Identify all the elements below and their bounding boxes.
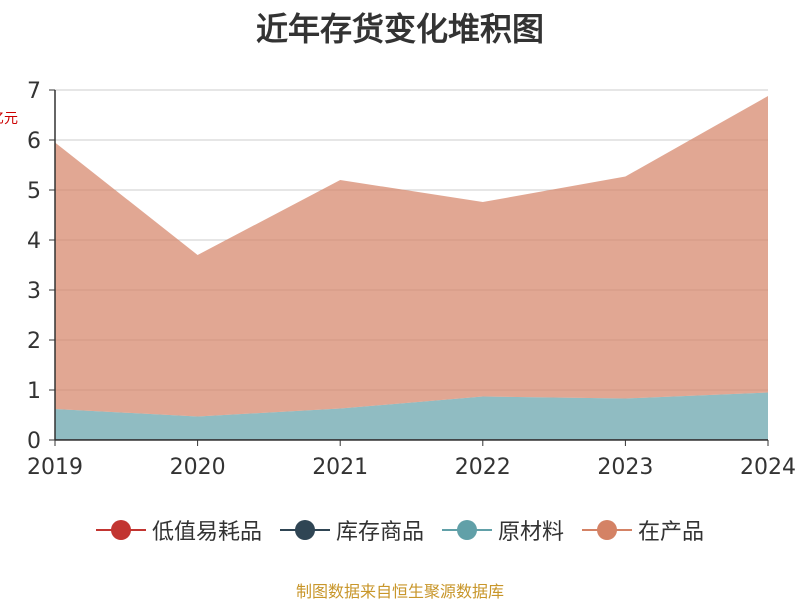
legend: 低值易耗品 库存商品 原材料 在产品 (0, 514, 800, 546)
x-tick-label: 2023 (597, 455, 653, 480)
x-tick-label: 2024 (740, 455, 796, 480)
x-tick-label: 2020 (170, 455, 226, 480)
legend-label: 低值易耗品 (151, 520, 262, 545)
y-tick-label: 1 (27, 379, 41, 404)
y-tick-label: 0 (27, 429, 41, 454)
chart-title: 近年存货变化堆积图 (255, 10, 544, 48)
legend-marker-icon (582, 520, 633, 540)
legend-label: 库存商品 (335, 520, 424, 545)
y-tick-label: 3 (27, 279, 41, 304)
x-tick-label: 2021 (312, 455, 368, 480)
legend-marker-icon (279, 520, 330, 540)
x-tick-label: 2019 (27, 455, 83, 480)
source-note: 制图数据来自恒生聚源数据库 (295, 582, 504, 601)
area-原材料 (55, 392, 768, 439)
y-tick-label: 6 (27, 129, 41, 154)
y-tick-label: 4 (27, 229, 41, 254)
legend-label: 在产品 (638, 520, 705, 545)
legend-item[interactable]: 低值易耗品 (95, 514, 262, 546)
x-tick-label: 2022 (455, 455, 511, 480)
area-series (55, 96, 768, 440)
legend-marker-icon (442, 520, 492, 540)
legend-item[interactable]: 库存商品 (279, 514, 424, 546)
legend-item[interactable]: 原材料 (442, 514, 564, 546)
y-axis-unit: 亿元 (0, 111, 18, 127)
y-tick-label: 7 (27, 79, 41, 104)
legend-item[interactable]: 在产品 (582, 514, 704, 546)
y-tick-label: 2 (27, 329, 41, 354)
area-在产品 (55, 96, 768, 417)
legend-label: 原材料 (498, 520, 565, 545)
y-tick-label: 5 (27, 179, 41, 204)
legend-marker-icon (95, 520, 146, 540)
axes: 0 1 2 3 4 5 6 7 2019 2020 2021 2022 2023 2024 (27, 79, 796, 480)
